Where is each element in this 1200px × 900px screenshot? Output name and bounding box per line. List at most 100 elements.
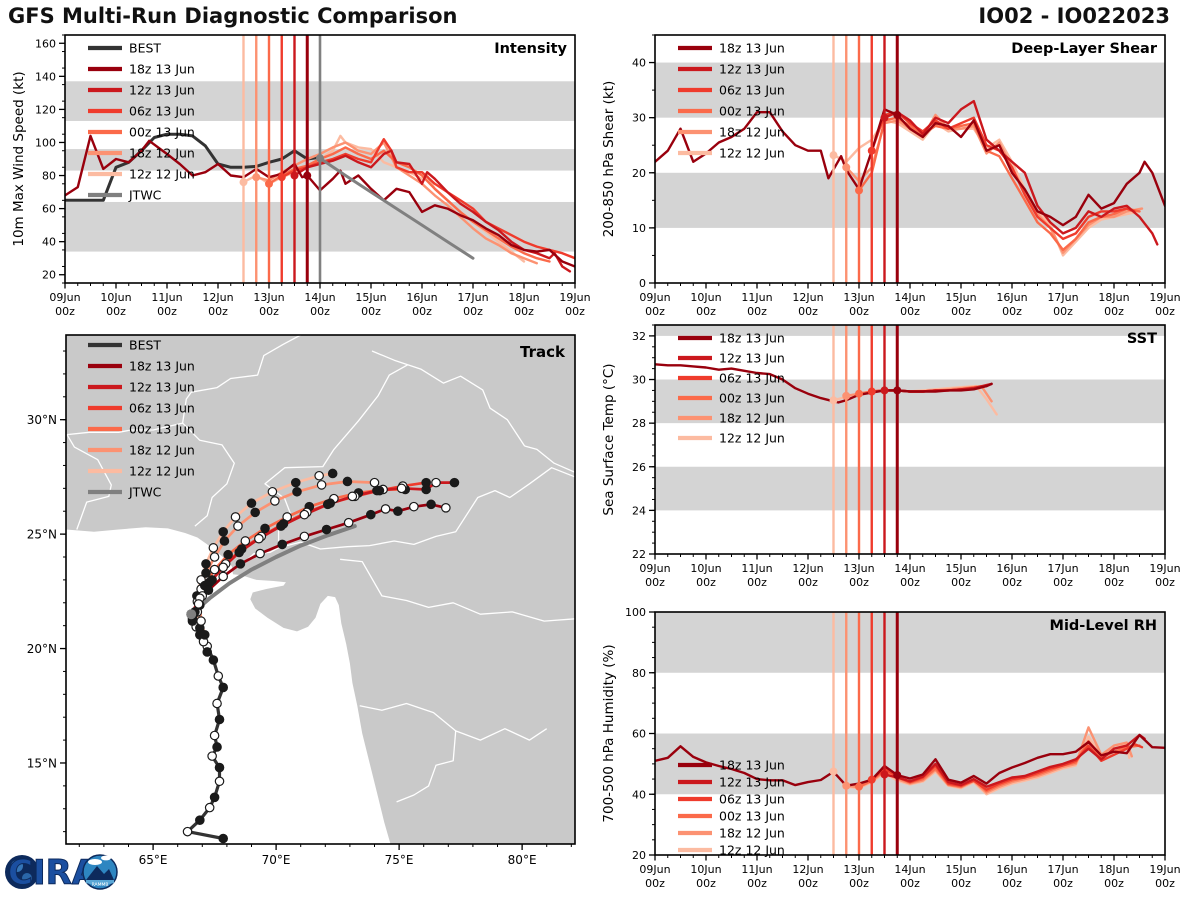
svg-text:00z: 00z (696, 877, 716, 890)
svg-text:13Jun: 13Jun (843, 863, 874, 876)
svg-text:12Jun: 12Jun (792, 562, 823, 575)
svg-text:17Jun: 17Jun (1047, 291, 1078, 304)
svg-text:17Jun: 17Jun (1047, 863, 1078, 876)
svg-text:140: 140 (35, 70, 56, 83)
svg-text:40: 40 (632, 788, 646, 801)
svg-text:00z: 00z (361, 305, 381, 318)
svg-text:00z: 00z (951, 305, 971, 318)
svg-text:00z: 00z (951, 576, 971, 589)
svg-text:00z: 00z (1002, 877, 1022, 890)
svg-text:BEST: BEST (129, 338, 161, 353)
svg-text:12z 13 Jun: 12z 13 Jun (129, 380, 195, 395)
svg-text:09Jun: 09Jun (639, 863, 670, 876)
svg-text:00z: 00z (645, 305, 665, 318)
svg-text:80°E: 80°E (508, 853, 537, 867)
svg-text:00z 13 Jun: 00z 13 Jun (719, 809, 785, 824)
svg-text:RAMMB: RAMMB (92, 882, 109, 888)
svg-text:19Jun: 19Jun (1149, 863, 1180, 876)
svg-text:160: 160 (35, 37, 56, 50)
svg-text:00z: 00z (900, 305, 920, 318)
svg-text:00z: 00z (849, 576, 869, 589)
svg-text:18z 12 Jun: 18z 12 Jun (719, 411, 785, 426)
intensity-panel: 09Jun00z10Jun00z11Jun00z12Jun00z13Jun00z… (11, 34, 591, 318)
svg-text:18Jun: 18Jun (1098, 863, 1129, 876)
svg-text:100: 100 (35, 136, 56, 149)
svg-text:10m Max Wind Speed (kt): 10m Max Wind Speed (kt) (11, 71, 27, 246)
svg-text:15Jun: 15Jun (355, 291, 386, 304)
svg-text:00z: 00z (696, 305, 716, 318)
svg-text:00z: 00z (1155, 305, 1175, 318)
svg-text:12Jun: 12Jun (202, 291, 233, 304)
svg-text:25°N: 25°N (27, 528, 57, 542)
svg-text:00z: 00z (1155, 877, 1175, 890)
svg-text:16Jun: 16Jun (996, 562, 1027, 575)
track-map-panel: 65°E 70°E 75°E 80°E 15°N 20°N 25°N 30°N Track BES… (27, 334, 576, 867)
page-title: GFS Multi-Run Diagnostic Comparison (8, 4, 458, 28)
svg-text:00z: 00z (310, 305, 330, 318)
svg-text:JTWC: JTWC (128, 485, 162, 500)
svg-text:12z 12 Jun: 12z 12 Jun (719, 843, 785, 858)
svg-text:09Jun: 09Jun (639, 562, 670, 575)
svg-text:09Jun: 09Jun (49, 291, 80, 304)
svg-text:10Jun: 10Jun (690, 863, 721, 876)
svg-text:00z: 00z (208, 305, 228, 318)
svg-text:16Jun: 16Jun (996, 291, 1027, 304)
svg-text:00z: 00z (1104, 877, 1124, 890)
svg-text:18z 13 Jun: 18z 13 Jun (719, 41, 785, 56)
svg-text:00z: 00z (849, 305, 869, 318)
svg-text:BEST: BEST (129, 41, 161, 56)
svg-text:19Jun: 19Jun (1149, 291, 1180, 304)
svg-text:20: 20 (632, 849, 646, 862)
svg-text:00z 13 Jun: 00z 13 Jun (719, 391, 785, 406)
svg-text:32: 32 (632, 330, 646, 343)
svg-text:14Jun: 14Jun (894, 863, 925, 876)
svg-text:20: 20 (632, 167, 646, 180)
mid-level-rh-panel: 09Jun00z10Jun00z11Jun00z12Jun00z13Jun00z… (601, 606, 1181, 890)
svg-text:30: 30 (632, 374, 646, 387)
svg-text:Intensity: Intensity (494, 41, 567, 57)
svg-text:00z: 00z (747, 305, 767, 318)
svg-text:00z: 00z (157, 305, 177, 318)
svg-text:12z 13 Jun: 12z 13 Jun (719, 351, 785, 366)
svg-text:14Jun: 14Jun (304, 291, 335, 304)
svg-text:SST: SST (1127, 331, 1157, 347)
svg-text:12z 12 Jun: 12z 12 Jun (129, 167, 195, 182)
svg-text:00z: 00z (1053, 305, 1073, 318)
svg-text:18z 12 Jun: 18z 12 Jun (129, 443, 195, 458)
svg-text:15Jun: 15Jun (945, 291, 976, 304)
svg-text:00z: 00z (849, 877, 869, 890)
svg-text:00z: 00z (645, 576, 665, 589)
svg-text:00z: 00z (412, 305, 432, 318)
rammb-logo: RAMMB (82, 854, 118, 890)
svg-text:00z: 00z (1155, 576, 1175, 589)
svg-text:00z: 00z (55, 305, 75, 318)
svg-text:120: 120 (35, 103, 56, 116)
svg-text:00z: 00z (1104, 305, 1124, 318)
svg-text:28: 28 (632, 417, 646, 430)
svg-text:19Jun: 19Jun (559, 291, 590, 304)
svg-text:16Jun: 16Jun (996, 863, 1027, 876)
svg-text:18z 12 Jun: 18z 12 Jun (129, 146, 195, 161)
svg-text:JTWC: JTWC (128, 188, 162, 203)
svg-text:00z: 00z (1002, 305, 1022, 318)
svg-text:12z 12 Jun: 12z 12 Jun (719, 146, 785, 161)
svg-text:10Jun: 10Jun (690, 562, 721, 575)
svg-text:16Jun: 16Jun (406, 291, 437, 304)
svg-text:15Jun: 15Jun (945, 863, 976, 876)
svg-text:11Jun: 11Jun (741, 562, 772, 575)
svg-text:00z: 00z (1002, 576, 1022, 589)
svg-text:00z: 00z (1104, 576, 1124, 589)
svg-text:17Jun: 17Jun (1047, 562, 1078, 575)
svg-text:40: 40 (632, 57, 646, 70)
svg-text:18z 13 Jun: 18z 13 Jun (719, 758, 785, 773)
svg-text:11Jun: 11Jun (741, 291, 772, 304)
svg-text:40: 40 (42, 236, 56, 249)
svg-text:06z 13 Jun: 06z 13 Jun (719, 792, 785, 807)
svg-text:13Jun: 13Jun (843, 562, 874, 575)
svg-text:75°E: 75°E (385, 853, 414, 867)
svg-text:18z 12 Jun: 18z 12 Jun (719, 125, 785, 140)
svg-text:17Jun: 17Jun (457, 291, 488, 304)
svg-text:Mid-Level RH: Mid-Level RH (1050, 618, 1157, 634)
